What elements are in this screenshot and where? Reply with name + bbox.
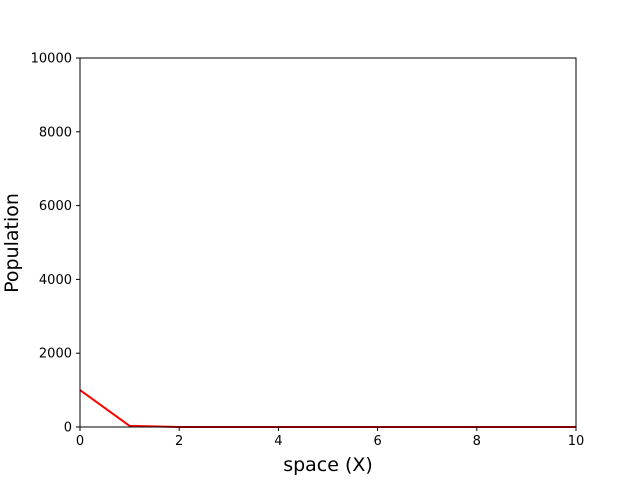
x-axis-label: space (X)	[283, 454, 373, 476]
x-tick-label: 8	[473, 434, 481, 449]
x-tick-label: 10	[568, 434, 585, 449]
series-line	[79, 389, 576, 428]
x-tick-label: 2	[175, 434, 183, 449]
y-axis: 0 2000 4000 6000 8000 10000	[31, 52, 80, 436]
y-tick-label: 2000	[39, 347, 72, 362]
y-tick-label: 8000	[39, 125, 72, 140]
y-tick-label: 6000	[39, 199, 72, 214]
y-tick-label: 10000	[31, 52, 72, 67]
x-tick-label: 4	[274, 434, 282, 449]
y-tick-label: 0	[64, 421, 72, 436]
y-axis-label: Population	[1, 193, 23, 293]
plot-layer	[79, 389, 577, 428]
plot-frame	[79, 57, 577, 428]
x-tick-label: 0	[76, 434, 84, 449]
x-tick-label: 6	[373, 434, 381, 449]
x-axis: 0 2 4 6 8 10	[76, 427, 584, 449]
y-tick-label: 4000	[39, 273, 72, 288]
